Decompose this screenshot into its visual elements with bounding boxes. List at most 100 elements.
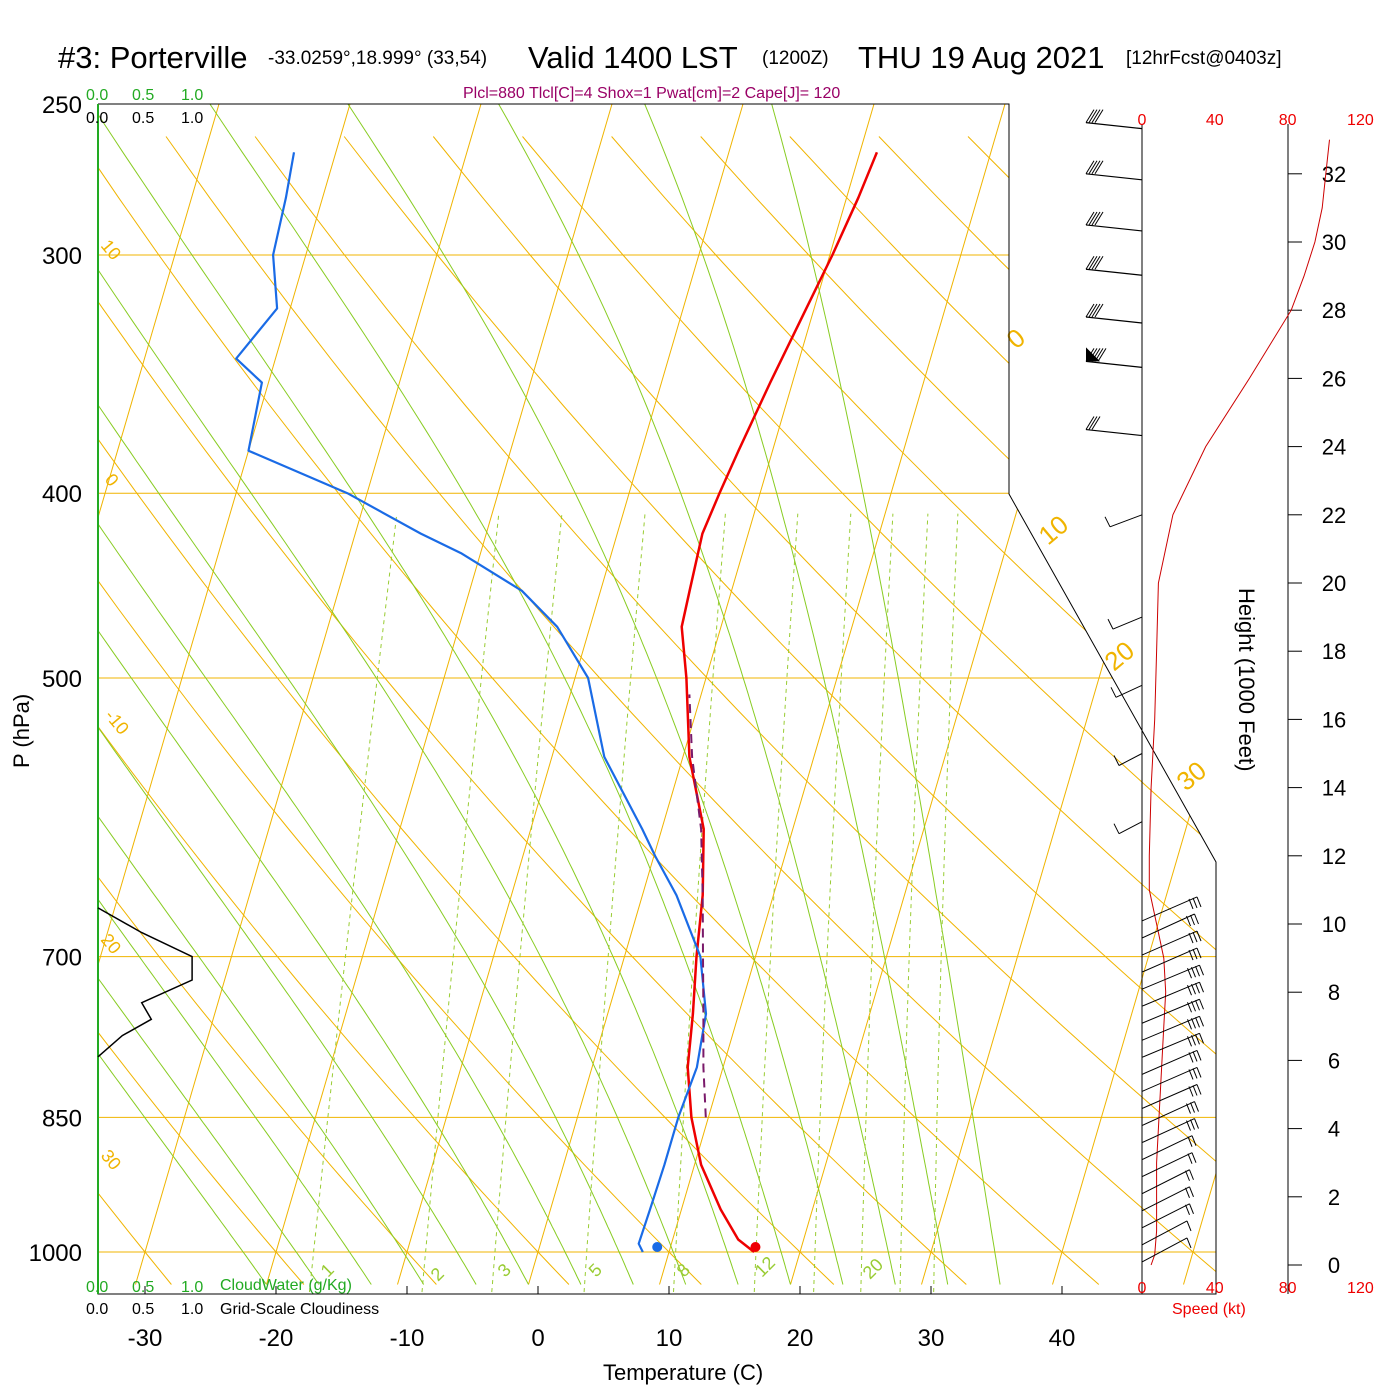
dry-adiabat-line xyxy=(1235,137,1400,1285)
wind-barb-feather xyxy=(1187,985,1192,996)
wind-barb-staff xyxy=(1141,1169,1190,1195)
wind-barb-staff xyxy=(1118,821,1143,835)
wind-barb-staff xyxy=(1141,1203,1190,1229)
wind-barb-staff xyxy=(1141,964,1200,990)
dry-adiabat-label: 30 xyxy=(97,1146,125,1174)
x-tick-label: 0 xyxy=(531,1325,544,1352)
wind-barb xyxy=(1113,753,1143,766)
wind-barb-feather xyxy=(1191,1018,1196,1029)
utc-time: (1200Z) xyxy=(762,48,829,69)
wind-barb-feather xyxy=(1196,1050,1202,1061)
wind-barb-feather xyxy=(1195,983,1200,994)
cloudiness-label: Grid-Scale Cloudiness xyxy=(220,1301,379,1318)
wind-barb-feather xyxy=(1196,930,1202,942)
wind-speed-trace xyxy=(1148,139,1330,1266)
valid-time: Valid 1400 LST xyxy=(528,40,738,75)
moist-adiabat-line xyxy=(644,104,949,1285)
wind-barb-feather xyxy=(1190,1119,1195,1130)
wind-barb-feather xyxy=(1192,1068,1198,1079)
temperature-trace xyxy=(680,151,879,1253)
wind-barb-feather xyxy=(1188,932,1194,944)
wind-barb-staff xyxy=(1118,753,1143,766)
wind-barb-feather xyxy=(1085,303,1095,318)
plot-frame xyxy=(97,103,1217,1295)
dry-adiabat-label: 0 xyxy=(101,470,123,491)
wind-barb-staff xyxy=(1141,896,1198,922)
wind-barb-feather xyxy=(1191,1001,1196,1012)
speed-tick-label-bottom: 40 xyxy=(1206,1280,1224,1297)
wind-barb-feather xyxy=(1199,982,1204,993)
wind-barb xyxy=(1141,947,1202,973)
wind-barb xyxy=(1085,109,1143,130)
x-tick-label: 10 xyxy=(656,1325,683,1352)
wind-barb-feather xyxy=(1187,1019,1192,1030)
wind-barb-staff xyxy=(1085,428,1143,437)
station-title: #3: Porterville xyxy=(58,40,248,75)
wind-barb-feather xyxy=(1189,1169,1194,1180)
height-axis-title: Height (1000 Feet) xyxy=(1234,588,1259,771)
wind-barb xyxy=(1141,1186,1194,1212)
wind-barb-feather xyxy=(1196,947,1202,959)
height-tick-label: 12 xyxy=(1322,844,1346,869)
mixing-ratio-line xyxy=(753,513,799,1294)
wind-barb-feather xyxy=(1195,1034,1200,1045)
dry-adiabat-line xyxy=(343,136,1216,1285)
moist-adiabat-line xyxy=(498,104,896,1285)
dry-adiabat-line xyxy=(432,136,1216,1285)
wind-barb-feather xyxy=(1192,897,1198,909)
wind-barb-feather xyxy=(1091,303,1101,318)
dry-adiabat-line xyxy=(611,136,1216,1285)
speed-tick-label-top: 0 xyxy=(1138,112,1147,129)
wind-barb-feather xyxy=(1190,914,1195,926)
station-coords: -33.0259°,18.999° (33,54) xyxy=(268,48,487,69)
wind-barb-staff xyxy=(1141,1084,1198,1109)
mixing-ratio-line xyxy=(582,513,646,1294)
moist-adiabat-line xyxy=(209,104,791,1285)
wind-barb xyxy=(1085,256,1143,276)
wind-barb-feather xyxy=(1085,416,1095,430)
moist-adiabat-line xyxy=(98,104,372,1285)
adiabat-label: 0 xyxy=(1001,322,1031,354)
moist-adiabat-line xyxy=(98,104,634,1285)
height-tick-label: 26 xyxy=(1322,366,1346,391)
wind-barb-staff xyxy=(1141,1118,1195,1144)
wind-barb-feather xyxy=(1187,1136,1193,1147)
height-tick-label: 18 xyxy=(1322,639,1346,664)
wind-barb-feather xyxy=(1185,1170,1190,1181)
wind-barb-feather xyxy=(1188,1069,1194,1080)
wind-barb-feather xyxy=(1199,1016,1204,1027)
mixing-ratio-line xyxy=(420,513,500,1294)
wind-barb xyxy=(1085,211,1143,232)
height-tick-label: 22 xyxy=(1322,503,1346,528)
wind-barb-staff xyxy=(1141,947,1198,973)
cloudiness-tick-top-1: 0.5 xyxy=(132,110,154,127)
wind-barb-feather xyxy=(1085,211,1095,226)
moist-adiabat-line xyxy=(98,104,425,1285)
wind-barb-feather xyxy=(1189,1186,1194,1197)
wind-barb-feather xyxy=(1094,256,1104,270)
wind-barb-feather xyxy=(1187,1002,1192,1013)
wind-barb-feather xyxy=(1088,211,1098,226)
dry-adiabat-line xyxy=(165,136,1216,1285)
wind-barb-feather xyxy=(1088,416,1098,430)
wind-barb-feather xyxy=(1113,755,1120,766)
wind-barb-feather xyxy=(1113,823,1120,834)
pressure-tick-label: 250 xyxy=(42,92,82,119)
wind-barb xyxy=(1085,160,1143,181)
wind-barb-staff xyxy=(1141,1152,1193,1178)
wind-barb-staff xyxy=(1141,1032,1200,1058)
wind-barb xyxy=(1141,1220,1192,1246)
wind-barb-feather xyxy=(1186,915,1191,927)
wind-barb-staff xyxy=(1085,122,1143,130)
wind-barb xyxy=(1141,1032,1204,1058)
height-tick-label: 28 xyxy=(1322,298,1346,323)
wind-barb-feather xyxy=(1191,984,1196,995)
wind-barb-feather xyxy=(1191,1152,1197,1163)
wind-barb xyxy=(1141,1237,1192,1263)
wind-barb-feather xyxy=(1191,1135,1197,1146)
x-tick-label: 30 xyxy=(918,1325,945,1352)
wind-barb-staff xyxy=(1112,616,1143,630)
wind-barb-feather xyxy=(1110,687,1117,698)
